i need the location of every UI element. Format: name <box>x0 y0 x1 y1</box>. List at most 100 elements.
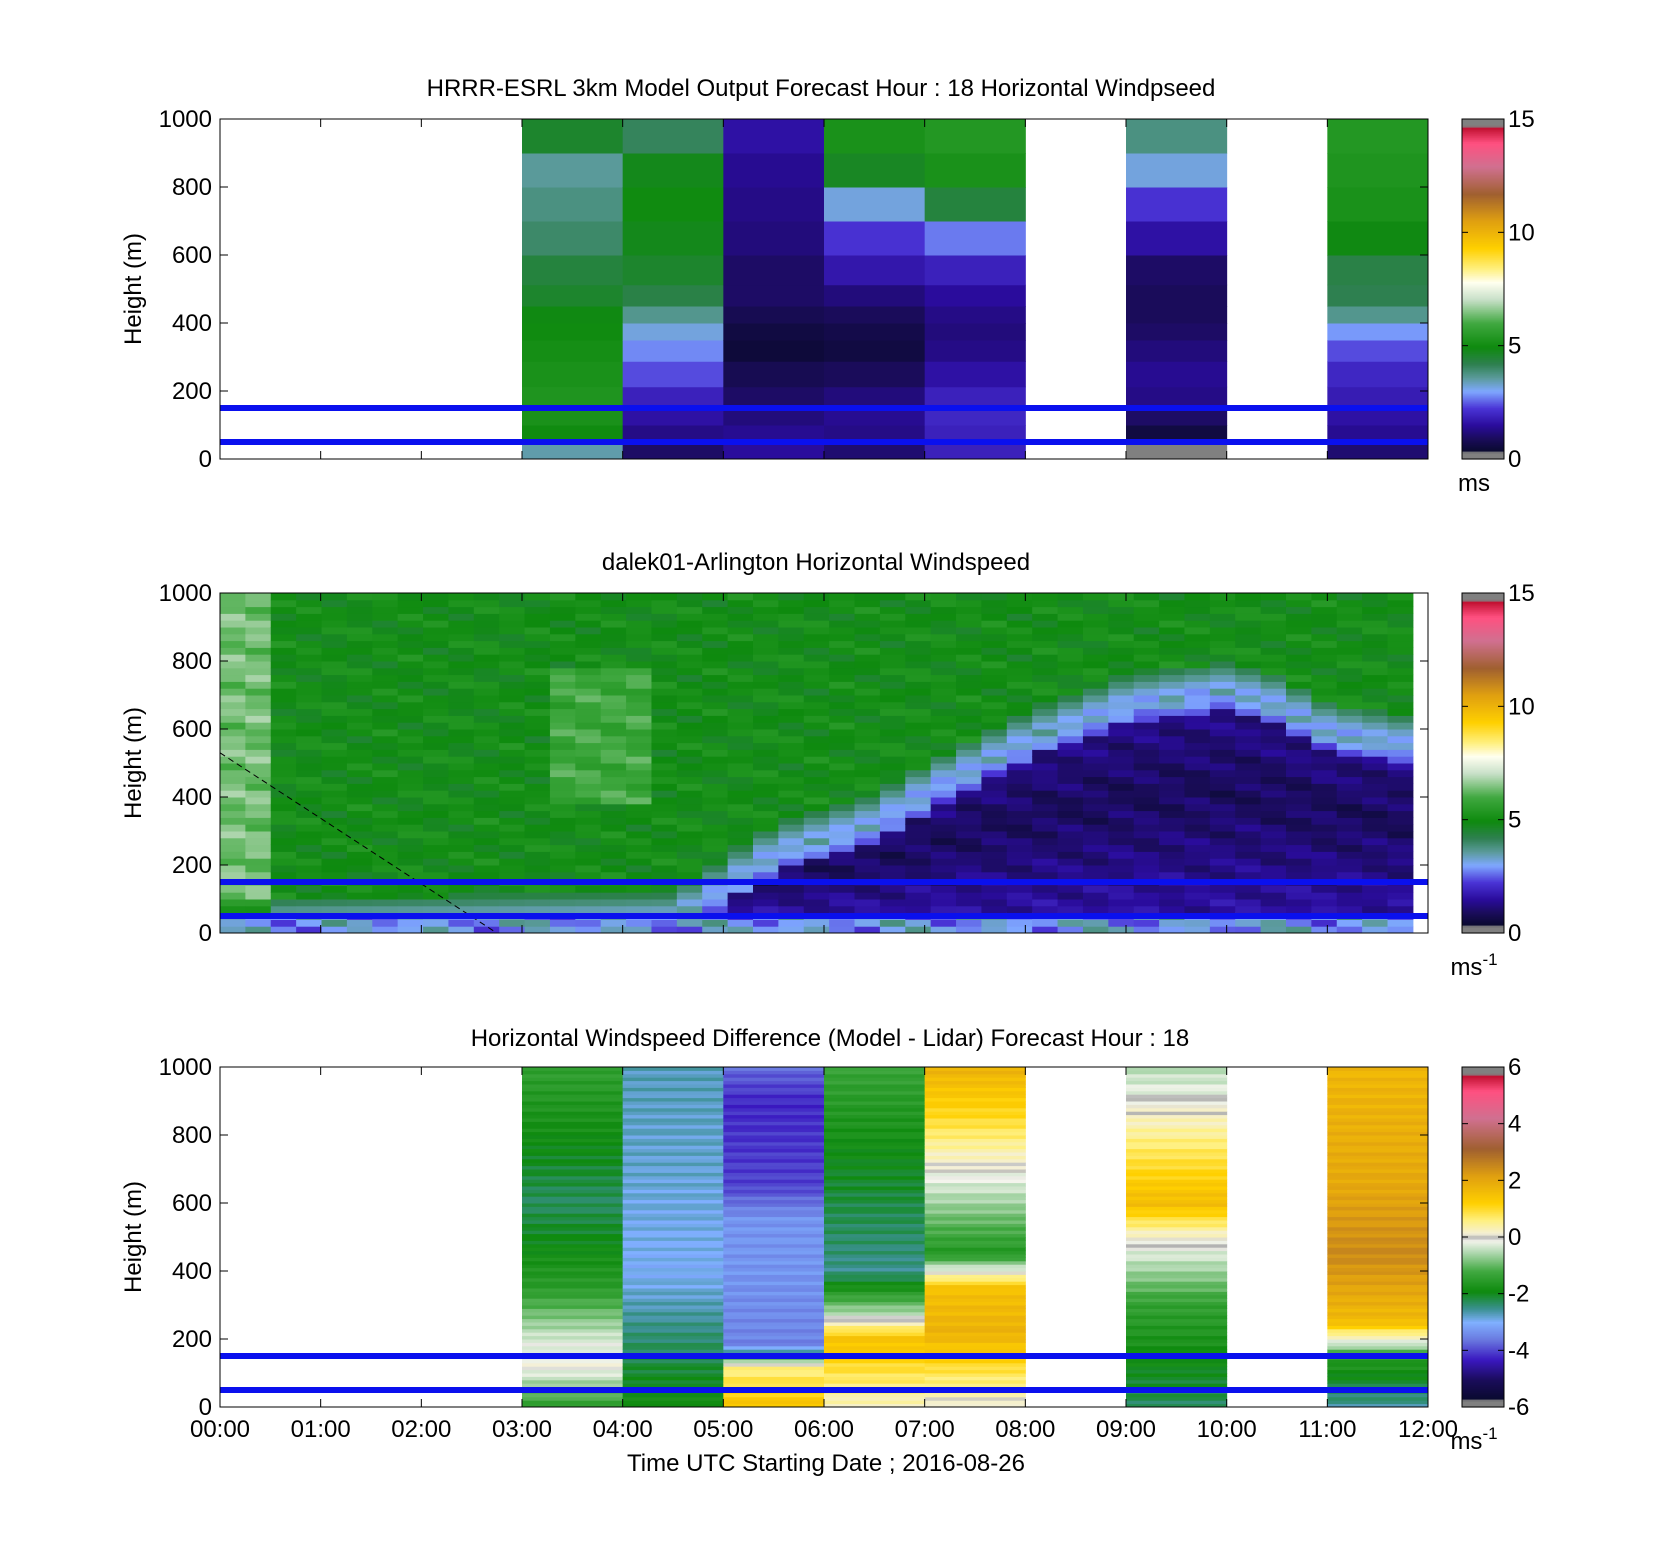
y-tick-label: 800 <box>172 648 212 675</box>
colorbar-swatch <box>1462 1179 1504 1182</box>
diff-cell <box>824 1131 926 1136</box>
lidar-cell <box>524 865 551 873</box>
lidar-cell <box>1285 844 1312 852</box>
diff-cell <box>622 1359 724 1364</box>
colorbar-swatch <box>1462 437 1504 440</box>
diff-cell <box>723 1080 825 1085</box>
colorbar-swatch <box>1462 1183 1504 1186</box>
lidar-cell <box>423 708 449 716</box>
lidar-cell <box>321 837 348 846</box>
diff-cell <box>723 1322 825 1326</box>
colorbar-swatch <box>1462 897 1504 900</box>
colorbar-swatch <box>1462 721 1504 724</box>
lidar-cell <box>676 722 703 730</box>
lidar-cell <box>397 776 424 784</box>
lidar-cell <box>321 729 348 737</box>
lidar-cell <box>448 769 475 778</box>
colorbar-swatch <box>1462 875 1504 878</box>
diff-cell <box>924 1369 1026 1374</box>
colorbar-swatch <box>1462 365 1504 368</box>
diff-cell <box>824 1369 926 1374</box>
lidar-cell <box>879 824 906 832</box>
lidar-cell <box>1387 606 1414 614</box>
colorbar-swatch <box>1462 409 1504 412</box>
lidar-cell <box>702 769 729 778</box>
lidar-cell <box>397 919 424 927</box>
diff-cell <box>1126 1220 1228 1224</box>
lidar-cell <box>499 899 526 907</box>
lidar-cell <box>1133 613 1160 621</box>
colorbar-swatch <box>1462 1139 1504 1142</box>
lidar-cell <box>981 593 1008 601</box>
lidar-cell <box>1235 593 1262 601</box>
lidar-cell <box>1006 735 1033 744</box>
colorbar-swatch <box>1462 301 1504 304</box>
lidar-cell <box>1209 837 1236 846</box>
diff-cell <box>924 1349 1026 1354</box>
lidar-cell <box>270 926 297 934</box>
lidar-cell <box>473 790 500 798</box>
lidar-cell <box>1336 708 1363 716</box>
lidar-cell <box>600 837 627 846</box>
lidar-cell <box>600 599 627 608</box>
lidar-cell <box>220 871 246 880</box>
lidar-cell <box>1311 688 1338 696</box>
lidar-cell <box>1235 892 1262 900</box>
colorbar-swatch <box>1462 453 1504 456</box>
lidar-cell <box>220 708 246 716</box>
y-tick-label: 800 <box>172 174 212 201</box>
lidar-cell <box>321 892 348 900</box>
diff-cell <box>522 1073 624 1078</box>
lidar-cell <box>1133 790 1160 798</box>
lidar-cell <box>854 695 881 703</box>
diff-cell <box>924 1237 1026 1241</box>
lidar-cell <box>905 756 932 764</box>
colorbar-swatch <box>1462 197 1504 200</box>
colorbar-swatch <box>1462 203 1504 206</box>
lidar-cell <box>1387 892 1414 900</box>
lidar-cell <box>1108 926 1135 934</box>
lidar-cell <box>956 865 982 873</box>
lidar-cell <box>423 790 449 798</box>
colorbar-swatch <box>1462 285 1504 288</box>
lidar-cell <box>626 640 652 648</box>
colorbar-swatch <box>1462 1105 1504 1108</box>
colorbar-swatch <box>1462 765 1504 768</box>
colorbar-swatch <box>1462 599 1504 602</box>
lidar-cell <box>1184 810 1211 818</box>
colorbar-swatch <box>1462 661 1504 664</box>
lidar-cell <box>981 919 1008 927</box>
diff-cell <box>622 1267 724 1272</box>
lidar-cell <box>1387 756 1414 764</box>
lidar-cell <box>423 871 449 880</box>
diff-cell <box>924 1213 1026 1218</box>
lidar-cell <box>296 647 323 655</box>
lidar-cell <box>1006 892 1033 900</box>
lidar-cell <box>930 742 957 750</box>
diff-cell <box>1327 1203 1429 1207</box>
lidar-cell <box>1057 831 1084 839</box>
colorbar-swatch <box>1462 1115 1504 1118</box>
lidar-cell <box>1362 701 1389 710</box>
model-cell <box>723 187 825 222</box>
model-cell <box>824 284 926 307</box>
lidar-cell <box>1108 627 1135 635</box>
diff-cell <box>723 1101 825 1105</box>
lidar-cell <box>651 599 678 608</box>
diff-cell <box>824 1243 926 1248</box>
lidar-cell <box>448 810 475 818</box>
lidar-cell <box>854 837 881 846</box>
lidar-cell <box>651 674 678 682</box>
lidar-cell <box>930 633 957 642</box>
lidar-cell <box>321 695 348 703</box>
model-cell <box>824 187 926 222</box>
lidar-cell <box>905 661 932 669</box>
diff-cell <box>1126 1345 1228 1350</box>
colorbar-swatch <box>1462 669 1504 672</box>
colorbar-swatch <box>1462 415 1504 418</box>
lidar-cell <box>1336 667 1363 676</box>
colorbar-swatch <box>1462 1143 1504 1146</box>
diff-cell <box>723 1267 825 1272</box>
lidar-cell <box>1057 776 1084 784</box>
